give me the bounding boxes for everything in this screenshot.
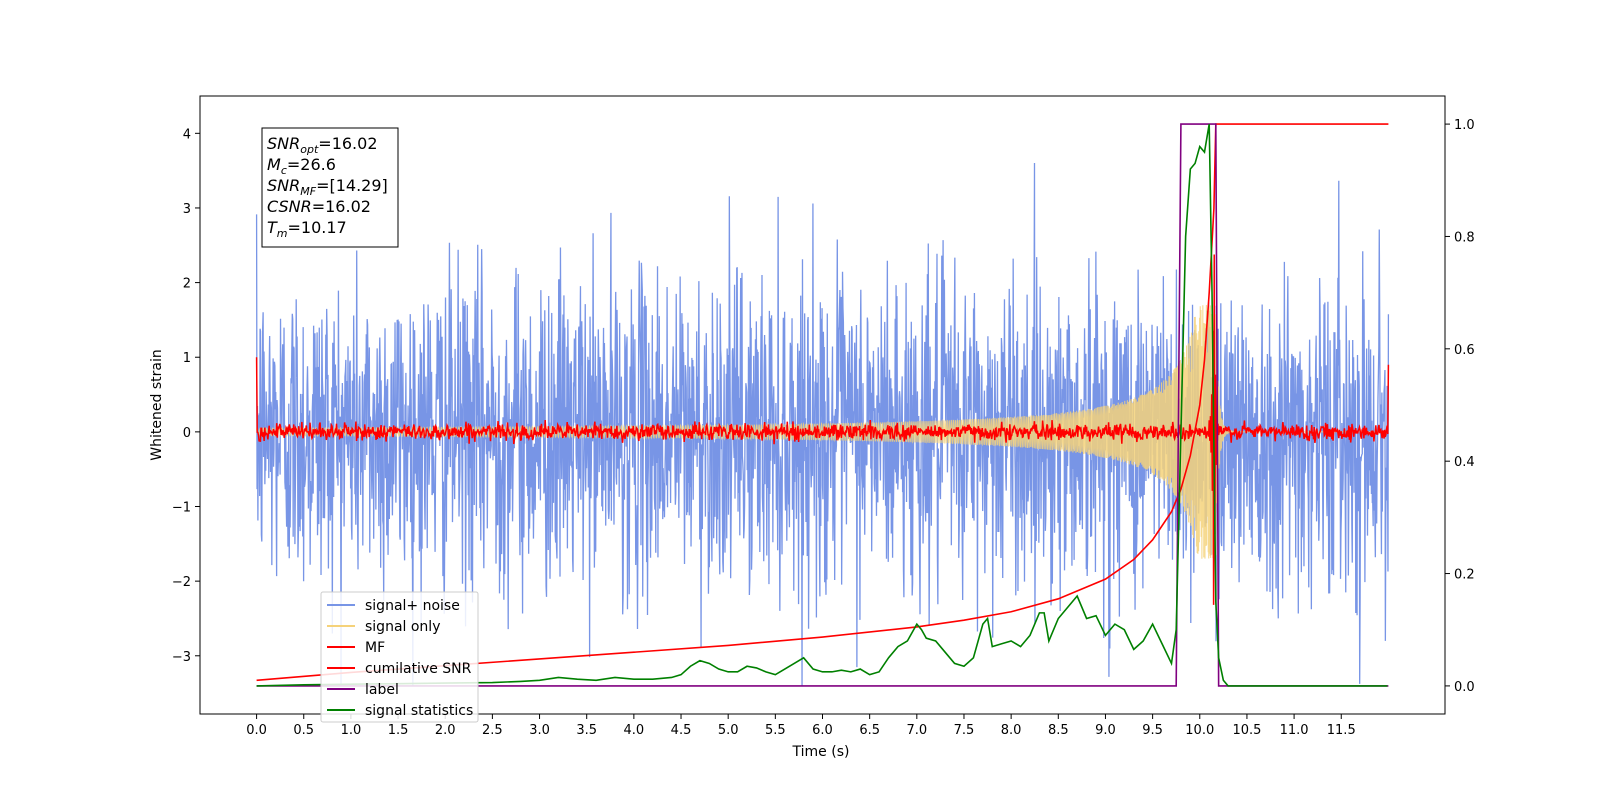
annotation-line: Mc=26.6 <box>267 155 336 177</box>
x-tick-label: 6.5 <box>859 723 880 738</box>
y-left-tick-label: 1 <box>183 351 191 366</box>
x-tick-label: 4.0 <box>624 723 645 738</box>
y-axis-label: Whitened strain <box>149 349 165 460</box>
x-tick-label: 8.0 <box>1001 723 1022 738</box>
y-right-tick-label: 0.8 <box>1454 230 1475 245</box>
x-axis-label: Time (s) <box>792 744 850 760</box>
y-left-tick-label: −3 <box>172 650 191 665</box>
x-tick-label: 10.0 <box>1185 723 1214 738</box>
y-right-tick-label: 0.0 <box>1454 680 1475 695</box>
x-tick-label: 2.5 <box>482 723 503 738</box>
y-axis-right: 0.0 0.2 0.4 0.6 0.8 1.0 <box>1445 118 1475 695</box>
annotation-line: CSNR=16.02 <box>267 197 371 216</box>
x-tick-label: 10.5 <box>1232 723 1261 738</box>
x-tick-label: 5.5 <box>765 723 786 738</box>
y-right-tick-label: 0.2 <box>1454 568 1475 583</box>
x-tick-label: 9.0 <box>1095 723 1116 738</box>
plot-area <box>255 123 1390 687</box>
legend-entry: label <box>365 682 399 698</box>
x-axis: 0.0 0.5 1.0 1.5 2.0 2.5 3.0 3.5 4.0 4.5 5.0 5.5 6.0 6… <box>246 714 1356 738</box>
y-left-tick-label: −2 <box>172 575 191 590</box>
y-left-tick-label: 2 <box>183 277 191 292</box>
x-tick-label: 3.0 <box>529 723 550 738</box>
y-right-tick-label: 1.0 <box>1454 118 1475 133</box>
legend: signal+ noise signal only MF cumilative SNR… <box>320 591 479 723</box>
x-tick-label: 1.0 <box>341 723 362 738</box>
legend-entry: signal only <box>365 619 440 635</box>
legend-entry: MF <box>365 640 385 656</box>
x-tick-label: 4.5 <box>671 723 692 738</box>
annotation-line: Tm=10.17 <box>267 218 347 240</box>
y-left-tick-label: 3 <box>183 202 191 217</box>
x-tick-label: 2.0 <box>435 723 456 738</box>
y-right-tick-label: 0.6 <box>1454 343 1475 358</box>
series-mf <box>255 254 1390 605</box>
y-left-tick-label: 4 <box>183 127 191 142</box>
x-tick-label: 5.0 <box>718 723 739 738</box>
right-axis-series <box>256 123 1389 687</box>
x-tick-label: 1.5 <box>388 723 409 738</box>
y-axis-left: −3 −2 −1 0 1 2 3 4 <box>172 127 200 665</box>
x-tick-label: 8.5 <box>1048 723 1069 738</box>
annotation-line: SNRopt=16.02 <box>267 134 378 156</box>
x-tick-label: 11.5 <box>1327 723 1356 738</box>
x-tick-label: 0.0 <box>246 723 267 738</box>
x-tick-label: 7.5 <box>954 723 975 738</box>
series-signal-statistics <box>256 123 1388 687</box>
annotation-frame <box>261 127 399 248</box>
y-right-tick-label: 0.4 <box>1454 455 1475 470</box>
x-tick-label: 9.5 <box>1142 723 1163 738</box>
x-tick-label: 7.0 <box>906 723 927 738</box>
legend-entry: signal+ noise <box>365 598 460 614</box>
x-tick-label: 11.0 <box>1280 723 1309 738</box>
annotation-line: SNRMF=[14.29] <box>267 176 388 198</box>
x-tick-label: 0.5 <box>293 723 314 738</box>
y-left-tick-label: −1 <box>172 501 191 516</box>
x-tick-label: 3.5 <box>576 723 597 738</box>
annotation-box: SNRopt=16.02Mc=26.6SNRMF=[14.29]CSNR=16.… <box>261 127 399 248</box>
series-cumilative-snr <box>256 123 1389 682</box>
legend-entry: cumilative SNR <box>365 661 472 677</box>
legend-frame <box>320 591 479 723</box>
y-left-tick-label: 0 <box>183 426 191 441</box>
legend-entry: signal statistics <box>365 703 473 719</box>
x-tick-label: 6.0 <box>812 723 833 738</box>
mf-line <box>255 254 1390 605</box>
